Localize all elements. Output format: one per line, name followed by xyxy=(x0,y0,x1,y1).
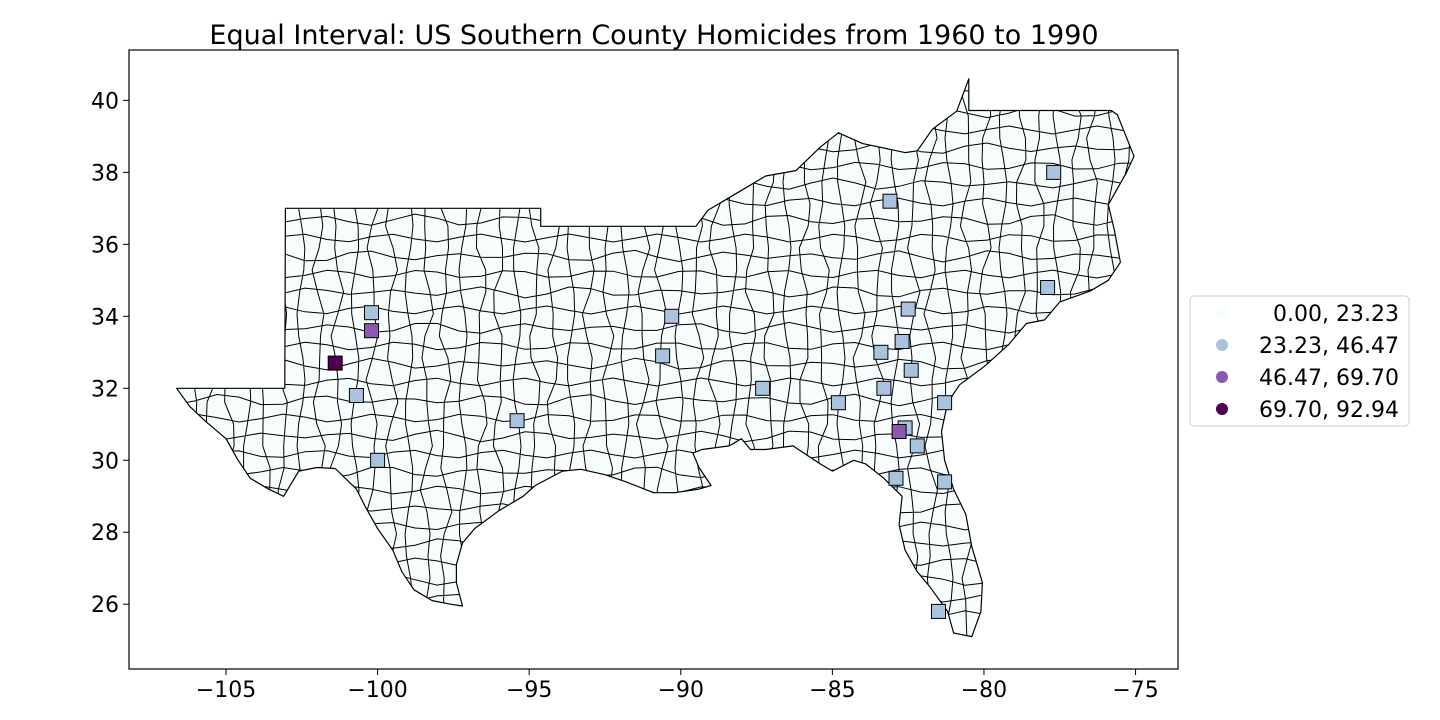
highlighted-county xyxy=(755,380,771,396)
legend-label: 69.70, 92.94 xyxy=(1259,398,1399,423)
x-tick-label: −75 xyxy=(1112,678,1158,703)
y-tick-label: 32 xyxy=(91,377,119,402)
county-boundary-line xyxy=(176,357,1135,371)
legend-frame xyxy=(1189,295,1410,427)
highlighted-county xyxy=(891,424,907,439)
x-tick-label: −95 xyxy=(506,678,552,703)
y-axis: 26 28 30 32 34 36 38 40 xyxy=(91,89,129,618)
county-boundary-line xyxy=(176,285,1135,299)
highlighted-county xyxy=(909,438,925,454)
plot-frame xyxy=(128,49,1179,670)
highlighted-county xyxy=(348,388,364,403)
y-tick-label: 38 xyxy=(91,161,119,186)
highlighted-county xyxy=(882,193,898,209)
county-boundary-line xyxy=(1161,50,1169,666)
highlighted-county xyxy=(876,380,892,396)
county-boundary-line xyxy=(905,78,921,637)
y-tick-label: 28 xyxy=(91,521,119,546)
county-boundary-line xyxy=(176,573,1135,587)
county-boundary-line xyxy=(242,78,252,637)
x-axis: −105 −100 −95 −90 −85 −80 −75 xyxy=(196,669,1159,703)
legend-marker xyxy=(1216,403,1228,415)
county-boundary-line xyxy=(176,593,1135,603)
legend: 0.00, 23.23 23.23, 46.47 46.47, 69.70 69.70… xyxy=(1189,295,1410,427)
county-boundary-line xyxy=(204,78,218,637)
county-boundary-line xyxy=(176,557,1135,567)
county-boundary-line xyxy=(176,233,1135,243)
x-tick-label: −105 xyxy=(196,678,256,703)
county-boundary-line xyxy=(176,321,1135,335)
highlighted-county xyxy=(327,355,343,371)
highlighted-county xyxy=(364,305,379,321)
legend-label: 23.23, 46.47 xyxy=(1259,334,1399,359)
legend-marker xyxy=(1216,307,1228,319)
county-boundary-line xyxy=(176,501,1135,515)
highlighted-county xyxy=(931,603,946,619)
county-boundary-line xyxy=(176,78,182,637)
x-tick-label: −85 xyxy=(809,678,855,703)
highlighted-county xyxy=(509,413,525,429)
highlighted-county xyxy=(655,348,671,364)
y-tick-label: 26 xyxy=(91,593,119,618)
highlighted-county xyxy=(1040,280,1056,295)
highlighted-county xyxy=(873,344,889,360)
legend-label: 0.00, 23.23 xyxy=(1273,302,1399,327)
highlighted-county xyxy=(370,452,386,468)
legend-label: 46.47, 69.70 xyxy=(1259,366,1399,391)
x-tick-label: −90 xyxy=(658,678,704,703)
highlighted-county xyxy=(830,395,846,411)
county-boundary-line xyxy=(176,89,1135,99)
legend-marker xyxy=(1216,339,1228,351)
county-boundary-line xyxy=(135,50,143,666)
highlighted-county xyxy=(900,301,916,317)
y-tick-label: 40 xyxy=(91,89,119,114)
highlighted-county xyxy=(894,334,910,349)
highlighted-county xyxy=(1046,164,1062,180)
county-boundary-line xyxy=(176,341,1135,351)
highlighted-county xyxy=(937,474,953,490)
county-boundary-line xyxy=(129,646,1163,658)
x-tick-label: −100 xyxy=(347,678,407,703)
county-boundary-line xyxy=(176,249,1135,263)
y-tick-label: 34 xyxy=(91,305,119,330)
legend-marker xyxy=(1216,371,1228,383)
county-boundary-line xyxy=(150,50,163,666)
county-boundary-line xyxy=(176,629,1135,637)
highlighted-county xyxy=(888,470,904,486)
y-tick-label: 30 xyxy=(91,449,119,474)
highlighted-county xyxy=(903,362,919,378)
x-tick-label: −80 xyxy=(961,678,1007,703)
county-boundary-line xyxy=(176,269,1135,279)
county-boundary-line xyxy=(1140,50,1153,666)
county-boundary-line xyxy=(176,305,1135,315)
county-boundary-line xyxy=(188,78,198,637)
county-boundary-line xyxy=(129,54,1163,62)
county-boundary-line xyxy=(257,78,272,637)
map-title: Equal Interval: US Southern County Homic… xyxy=(209,20,1098,51)
highlighted-county xyxy=(937,395,953,411)
county-boundary-line xyxy=(176,521,1135,531)
county-boundary-line xyxy=(176,78,1135,83)
county-boundary-line xyxy=(959,78,975,637)
county-boundary-line xyxy=(176,537,1135,551)
highlighted-county xyxy=(664,308,680,324)
map-area xyxy=(129,50,1169,666)
highlighted-counties xyxy=(327,164,1062,619)
highlighted-county xyxy=(364,323,379,339)
county-boundary-line xyxy=(176,609,1135,623)
county-boundary-line xyxy=(222,78,236,637)
y-tick-label: 36 xyxy=(91,233,119,258)
